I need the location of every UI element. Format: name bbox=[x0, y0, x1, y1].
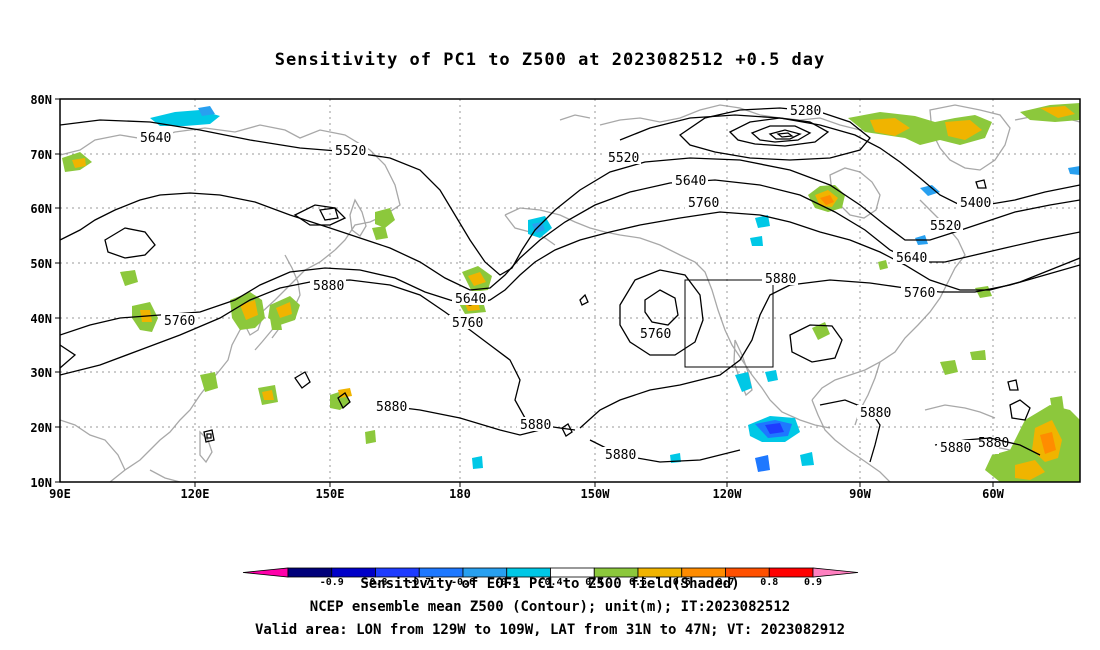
lon-label: 180 bbox=[449, 487, 471, 501]
lat-label: 40N bbox=[30, 312, 52, 326]
latitude-labels: 80N 70N 60N 50N 40N 30N 20N 10N bbox=[30, 93, 52, 490]
colorbar-tick-label: 0.9 bbox=[804, 577, 822, 588]
lon-label: 120W bbox=[713, 487, 743, 501]
chart-title: Sensitivity of PC1 to Z500 at 2023082512… bbox=[274, 50, 826, 70]
contour-label: 5760 bbox=[904, 286, 935, 301]
colorbar-tick-label: -0.4 bbox=[538, 577, 562, 588]
colorbar-tick-label: -0.6 bbox=[451, 577, 475, 588]
contour-label: 5280 bbox=[790, 104, 821, 119]
contour-label: 5760 bbox=[164, 314, 195, 329]
contour-label: 5880 bbox=[520, 418, 551, 433]
colorbar-tick-label: -0.9 bbox=[320, 577, 344, 588]
colorbar-tick-label: 0.6 bbox=[673, 577, 691, 588]
sensitivity-shading bbox=[62, 103, 1080, 482]
lon-label: 90W bbox=[849, 487, 871, 501]
lat-label: 20N bbox=[30, 421, 52, 435]
lat-label: 10N bbox=[30, 476, 52, 490]
lat-label: 60N bbox=[30, 202, 52, 216]
lat-label: 50N bbox=[30, 257, 52, 271]
contour-label: 5760 bbox=[640, 327, 671, 342]
lon-label: 150W bbox=[581, 487, 611, 501]
contour-label: 5640 bbox=[455, 292, 486, 307]
colorbar-tick-label: -0.8 bbox=[363, 577, 387, 588]
colorbar-tick-label: -0.7 bbox=[407, 577, 431, 588]
colorbar-tick-label: -0.5 bbox=[495, 577, 519, 588]
lon-label: 60W bbox=[982, 487, 1004, 501]
colorbar-right-triangle bbox=[812, 567, 859, 578]
colorbar-tick-label: 0.7 bbox=[716, 577, 734, 588]
colorbar-tick-label: 0.5 bbox=[629, 577, 647, 588]
tick-marks bbox=[55, 98, 994, 487]
contour-label: 5640 bbox=[140, 131, 171, 146]
contour-label: 5880 bbox=[978, 436, 1009, 451]
footer-line-1: Sensitivity of EOF1 PC1 to Z500 field(Sh… bbox=[360, 576, 740, 592]
contour-label: 5880 bbox=[860, 406, 891, 421]
contour-label: 5520 bbox=[608, 151, 639, 166]
footer-line-2: NCEP ensemble mean Z500 (Contour); unit(… bbox=[309, 599, 791, 615]
colorbar: -0.9 -0.8 -0.7 -0.6 -0.5 -0.4 0.4 0.5 0.6 0.7 0.8 0… bbox=[242, 567, 859, 588]
contour-label: 5640 bbox=[675, 174, 706, 189]
contour-label: 5760 bbox=[452, 316, 483, 331]
lon-label: 90E bbox=[49, 487, 71, 501]
colorbar-tick-label: 0.4 bbox=[585, 577, 603, 588]
valid-area-box bbox=[684, 279, 774, 368]
contour-label: 5880 bbox=[376, 400, 407, 415]
map-frame bbox=[59, 98, 1081, 483]
footer-line-3: Valid area: LON from 129W to 109W, LAT f… bbox=[254, 622, 845, 638]
colorbar-tick-label: 0.8 bbox=[760, 577, 778, 588]
contour-label: 5880 bbox=[313, 279, 344, 294]
lon-label: 150E bbox=[316, 487, 345, 501]
contour-label: 5520 bbox=[335, 144, 366, 159]
contour-label: 5880 bbox=[765, 272, 796, 287]
lat-label: 70N bbox=[30, 148, 52, 162]
contour-label: 5760 bbox=[688, 196, 719, 211]
contour-label: 5520 bbox=[930, 219, 961, 234]
lon-label: 120E bbox=[181, 487, 210, 501]
contour-label: 5880 bbox=[605, 448, 636, 463]
longitude-labels: 90E 120E 150E 180 150W 120W 90W 60W bbox=[49, 487, 1004, 501]
contour-label: 5640 bbox=[896, 251, 927, 266]
lat-label: 80N bbox=[30, 93, 52, 107]
lat-label: 30N bbox=[30, 366, 52, 380]
contour-labels: 5280 5400 5520 5520 5520 5640 5640 5640 … bbox=[137, 103, 1009, 463]
contour-label: 5880 bbox=[940, 441, 971, 456]
contour-label: 5400 bbox=[960, 196, 991, 211]
